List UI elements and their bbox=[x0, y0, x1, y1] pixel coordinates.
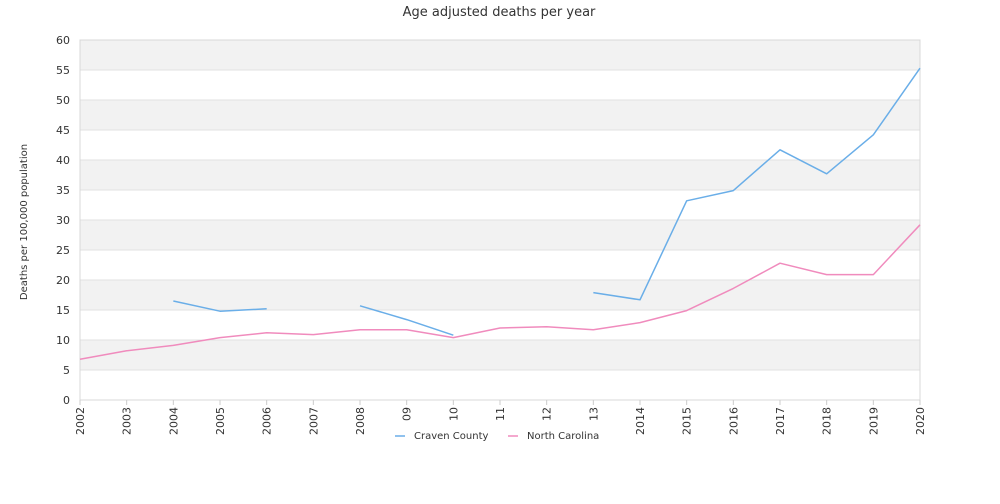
y-tick-label: 30 bbox=[56, 214, 70, 227]
grid-bands bbox=[80, 40, 920, 400]
x-tick-label: 2008 bbox=[354, 407, 367, 435]
y-tick-label: 55 bbox=[56, 64, 70, 77]
x-tick-label: 10 bbox=[447, 407, 460, 421]
grid-band bbox=[80, 130, 920, 160]
y-tick-label: 5 bbox=[63, 364, 70, 377]
y-tick-label: 10 bbox=[56, 334, 70, 347]
y-axis-label: Deaths per 100,000 population bbox=[19, 144, 30, 300]
grid-band bbox=[80, 40, 920, 70]
x-tick-label: 2020 bbox=[914, 407, 927, 435]
x-tick-label: 2018 bbox=[821, 407, 834, 435]
y-tick-label: 0 bbox=[63, 394, 70, 407]
y-axis-ticks: 0 5 10 15 20 25 30 35 40 45 50 55 60 bbox=[56, 34, 70, 407]
grid-band bbox=[80, 340, 920, 370]
series-line bbox=[593, 67, 921, 301]
y-tick-label: 15 bbox=[56, 304, 70, 317]
x-tick-label: 2019 bbox=[867, 407, 880, 435]
grid-band bbox=[80, 250, 920, 280]
legend-label: North Carolina bbox=[527, 431, 599, 442]
x-tick-label: 09 bbox=[401, 407, 414, 421]
series-group bbox=[79, 224, 921, 360]
x-tick-label: 2014 bbox=[634, 407, 647, 435]
grid-band bbox=[80, 100, 920, 130]
x-tick-label: 2004 bbox=[167, 407, 180, 435]
series-line bbox=[79, 224, 921, 360]
chart-title: Age adjusted deaths per year bbox=[403, 5, 596, 20]
series-group bbox=[173, 67, 921, 336]
series-line bbox=[359, 305, 454, 336]
grid-band bbox=[80, 160, 920, 190]
y-tick-label: 45 bbox=[56, 124, 70, 137]
x-tick-label: 11 bbox=[494, 407, 507, 421]
legend-label: Craven County bbox=[414, 431, 489, 442]
grid-band bbox=[80, 370, 920, 400]
x-tick-label: 2017 bbox=[774, 407, 787, 435]
grid-band bbox=[80, 280, 920, 310]
y-tick-label: 60 bbox=[56, 34, 70, 47]
x-tick-label: 13 bbox=[587, 407, 600, 421]
y-tick-label: 20 bbox=[56, 274, 70, 287]
x-tick-label: 2003 bbox=[121, 407, 134, 435]
grid-band bbox=[80, 70, 920, 100]
y-tick-label: 50 bbox=[56, 94, 70, 107]
y-tick-label: 35 bbox=[56, 184, 70, 197]
x-tick-label: 2007 bbox=[307, 407, 320, 435]
x-tick-label: 2016 bbox=[727, 407, 740, 435]
legend: Craven County North Carolina bbox=[395, 431, 599, 442]
x-tick-label: 2005 bbox=[214, 407, 227, 435]
x-axis-ticks: 2002 2003 2004 2005 2006 2007 2008 09 10 11 12 13 20… bbox=[74, 400, 927, 435]
x-tick-label: 2006 bbox=[261, 407, 274, 435]
x-tick-label: 12 bbox=[541, 407, 554, 421]
x-tick-label: 2002 bbox=[74, 407, 87, 435]
x-tick-label: 2015 bbox=[681, 407, 694, 435]
grid-band bbox=[80, 190, 920, 220]
series-line bbox=[173, 300, 267, 312]
y-tick-label: 40 bbox=[56, 154, 70, 167]
grid-band bbox=[80, 220, 920, 250]
grid-band bbox=[80, 310, 920, 340]
y-tick-label: 25 bbox=[56, 244, 70, 257]
series-lines bbox=[79, 67, 921, 360]
